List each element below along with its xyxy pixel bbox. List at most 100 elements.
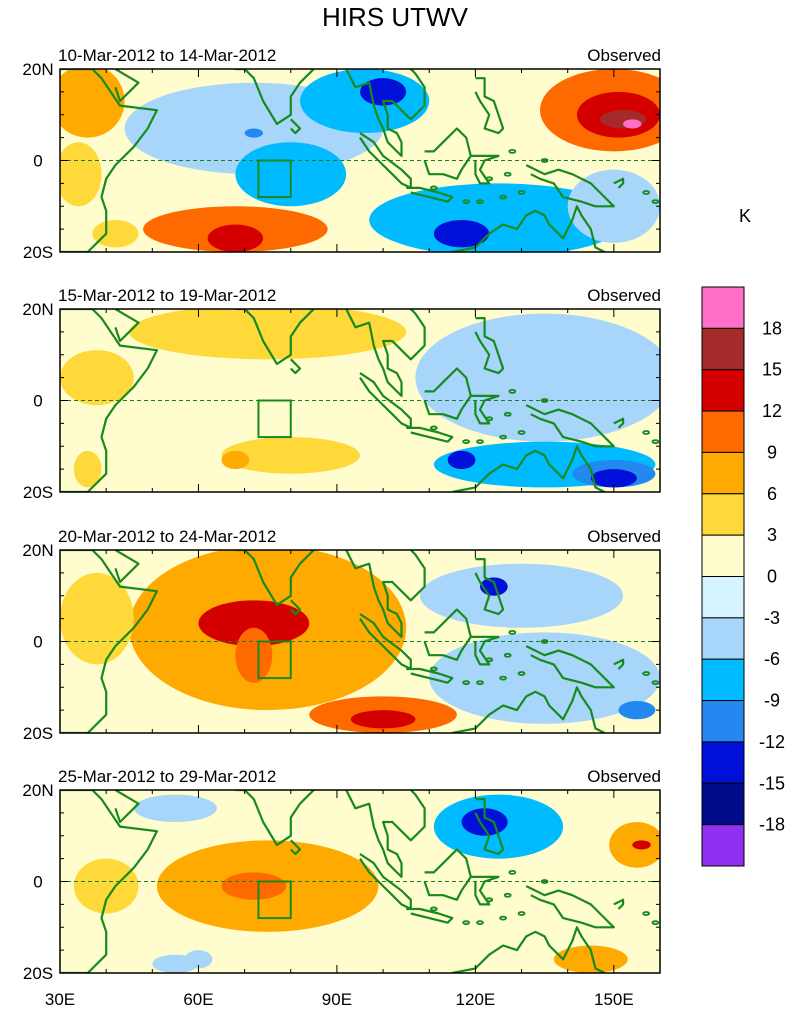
anomaly-contour [221,450,250,470]
coastline [114,69,140,103]
coastline [474,317,505,375]
anomaly-contour [129,309,407,360]
colorbar-swatch [701,700,745,743]
anomaly-contour [623,119,642,129]
colorbar-level-label: -3 [764,608,780,628]
coastline [114,309,140,343]
coastline [470,394,500,425]
map-panel: 20N 0 20S 15-Mar-2012 to 19-Mar-2012 Observe… [22,286,661,502]
island-outline [517,911,526,916]
anomaly-contour [207,224,264,252]
coastline [235,309,315,365]
colorbar-swatch [701,534,745,578]
coastline [474,797,505,856]
anomaly-contour [369,183,628,252]
island-outline [429,185,438,191]
y-tick-label: 20N [22,300,53,319]
island-outline [499,675,507,681]
region-box [257,880,292,920]
coastline [470,154,500,185]
colorbar-level-label: -12 [759,732,785,752]
coastline [345,69,426,157]
coastline [114,550,140,584]
colorbar-swatch [701,369,745,412]
y-tick-label: 0 [33,633,42,652]
colorbar-swatch [701,617,745,660]
island-outline [540,158,549,163]
coastline [525,885,615,929]
island-outline [476,439,484,445]
island-outline [508,869,517,875]
coastline [474,557,505,616]
island-outline [651,920,660,926]
panel-period-label: 15-Mar-2012 to 19-Mar-2012 [58,286,276,305]
island-outline [517,430,526,435]
island-outline [503,171,512,177]
anomaly-contour [60,572,134,665]
colorbar-unit-label: K [739,206,751,226]
coastline [613,898,625,910]
coastline [60,790,158,973]
anomaly-contour [221,872,287,900]
anomaly-contour [60,142,102,207]
anomaly-contour [184,950,213,969]
panel-content [60,309,660,492]
x-tick-label: 150E [594,990,634,1009]
colorbar-level-label: 18 [762,318,782,338]
colorbar-level-label: 12 [762,401,782,421]
anomaly-contour [350,710,416,729]
island-outline [642,671,651,676]
island-outline [499,915,507,921]
region-box [257,640,292,680]
coastline [290,118,302,135]
map-panel: 20N 0 20S 10-Mar-2012 to 14-Mar-2012 Observe… [22,46,661,262]
colorbar-swatch [701,327,745,371]
panel-content [60,790,660,973]
island-outline [476,920,484,926]
panel-observed-label: Observed [587,46,661,65]
x-tick-label: 120E [456,990,496,1009]
coastline [60,309,158,492]
panel-period-label: 10-Mar-2012 to 14-Mar-2012 [58,46,276,65]
y-tick-label: 20N [22,541,53,560]
colorbar-swatch [701,576,745,619]
island-outline [503,411,512,417]
island-outline [462,920,471,926]
colorbar-level-label: -6 [764,649,780,669]
colorbar-swatch [701,824,745,867]
island-outline [503,892,512,898]
coastline [114,790,140,824]
panels-group: 20N 0 20S 10-Mar-2012 to 14-Mar-2012 Observe… [22,46,661,983]
island-outline [508,148,517,154]
island-outline [485,897,494,903]
y-tick-label: 20S [23,724,53,743]
coastline [406,186,454,203]
coastline [235,550,315,607]
island-outline [651,680,660,686]
colorbar-level-label: 6 [767,484,777,504]
y-tick-label: 20N [22,781,53,800]
coastline [474,77,505,135]
coastline [406,426,454,443]
island-outline [499,194,507,200]
panel-content [60,69,660,252]
anomaly-contour [235,627,273,683]
island-outline [642,190,651,195]
y-tick-label: 0 [33,873,42,892]
x-tick-label: 60E [183,990,213,1009]
island-outline [642,430,651,435]
y-tick-label: 20S [23,483,53,502]
colorbar: 18 15 12 9 6 3 0 -3 -6 -9 -12 -15 -18 [701,286,785,867]
coastline [525,404,615,448]
colorbar-swatch [701,410,745,453]
island-outline [485,416,494,422]
panel-period-label: 20-Mar-2012 to 24-Mar-2012 [58,527,276,546]
panel-observed-label: Observed [587,286,661,305]
island-outline [429,906,438,912]
colorbar-level-label: 9 [767,442,777,462]
coastline [290,599,302,616]
y-tick-label: 0 [33,152,42,171]
island-outline [508,629,517,635]
map-panel: 20N 0 20S 25-Mar-2012 to 29-Mar-2012 Observe… [22,767,661,983]
island-outline [462,439,471,445]
